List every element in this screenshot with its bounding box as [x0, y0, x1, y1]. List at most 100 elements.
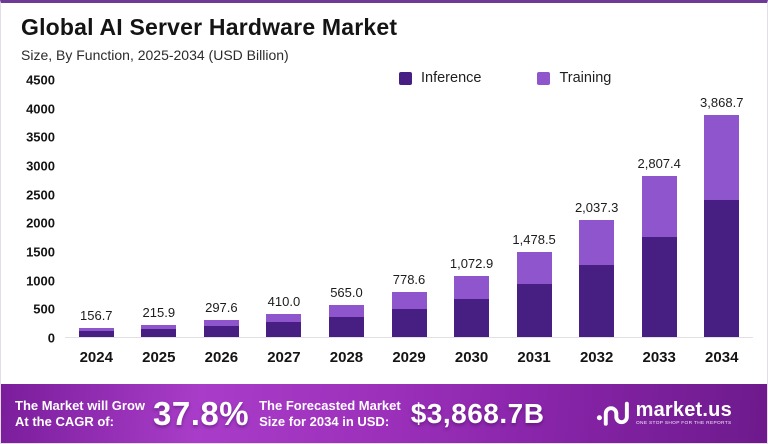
bar-segment-inference	[391, 309, 427, 337]
y-axis-tick: 4500	[26, 72, 55, 88]
cagr-label-line1: The Market will Grow	[15, 397, 146, 413]
y-axis-tick: 0	[47, 330, 55, 346]
bar-segment-inference	[78, 331, 114, 337]
bar-segment-training	[328, 304, 364, 317]
bar-segment-inference	[203, 326, 239, 337]
y-axis-tick: 3500	[26, 129, 55, 145]
bar-value-label: 1,478.5	[512, 232, 556, 248]
bar-stack	[579, 220, 615, 337]
logo-text-block: market.us ONE STOP SHOP FOR THE REPORTS	[636, 400, 755, 428]
bar-column: 215.9 2025	[128, 80, 191, 366]
page-subtitle: Size, By Function, 2025-2034 (USD Billio…	[21, 47, 289, 63]
inference-swatch-icon	[399, 71, 412, 85]
bar-value-label: 1,072.9	[449, 255, 494, 271]
bar-stack	[516, 252, 552, 337]
legend-label-inference: Inference	[421, 70, 482, 86]
y-axis-tick: 2500	[26, 187, 55, 203]
bar-segment-training	[704, 115, 740, 200]
bar-segment-inference	[704, 199, 740, 337]
plot-area: 156.7 2024 215.9 2025 297.6 2026 410.0 2027 565.…	[65, 80, 753, 366]
legend-item-training: Training	[537, 70, 611, 86]
bar-stack	[203, 319, 239, 337]
bar-segment-inference	[516, 284, 552, 337]
bar-value-label: 215.9	[142, 304, 176, 320]
bar-segment-training	[266, 313, 302, 323]
cagr-label-line2: At the CAGR of:	[15, 413, 114, 429]
chart-legend: Inference Training	[399, 70, 611, 86]
bar-value-label: 2,807.4	[637, 156, 681, 172]
y-axis-tick: 500	[33, 301, 55, 317]
x-axis-label: 2025	[142, 349, 176, 366]
bar-segment-training	[78, 328, 114, 332]
bar-value-label: 410.0	[267, 293, 301, 309]
y-axis-tick: 3000	[26, 158, 55, 174]
bar-stack	[391, 292, 427, 337]
forecast-label-line1: The Forecasted Market	[259, 397, 401, 413]
cagr-label: The Market will Grow At the CAGR of:	[15, 398, 145, 430]
logo-tagline: ONE STOP SHOP FOR THE REPORTS	[635, 420, 732, 426]
bar-stack	[328, 304, 364, 337]
bar-stack	[266, 313, 302, 337]
legend-label-training: Training	[559, 70, 612, 86]
bar-segment-training	[454, 275, 490, 299]
bar-column: 1,478.5 2031	[503, 80, 566, 366]
x-axis-label: 2033	[642, 349, 676, 366]
x-axis-label: 2034	[705, 349, 739, 366]
bar-column: 2,807.4 2033	[628, 80, 691, 366]
bar-chart: Inference Training 0 500 1000 1500 2000 2500 3…	[7, 66, 757, 378]
forecast-label: The Forecasted Market Size for 2034 in U…	[259, 398, 401, 430]
bar-segment-inference	[266, 322, 302, 337]
bar-value-label: 297.6	[205, 299, 238, 315]
bar-segment-training	[203, 319, 239, 327]
bar-stack	[641, 176, 677, 337]
forecast-value: $3,868.7B	[410, 397, 545, 429]
marketus-logo: market.us ONE STOP SHOP FOR THE REPORTS	[596, 399, 757, 428]
bar-segment-training	[641, 176, 677, 238]
bar-segment-inference	[328, 316, 364, 337]
x-axis-label: 2028	[329, 349, 364, 366]
bar-segment-inference	[641, 237, 677, 337]
bar-segment-training	[516, 252, 552, 285]
bar-segment-inference	[454, 298, 490, 337]
bar-value-label: 778.6	[392, 272, 426, 288]
forecast-label-line2: Size for 2034 in USD:	[259, 413, 390, 429]
x-axis-label: 2032	[579, 349, 614, 366]
bar-segment-training	[141, 324, 177, 330]
bar-column: 2,037.3 2032	[565, 80, 628, 366]
bar-value-label: 156.7	[80, 308, 113, 324]
bar-column: 410.0 2027	[253, 80, 316, 366]
bar-value-label: 3,868.7	[700, 95, 744, 111]
x-axis-label: 2024	[79, 349, 113, 366]
bar-column: 565.0 2028	[315, 80, 378, 366]
bar-column: 1,072.9 2030	[440, 80, 503, 366]
legend-item-inference: Inference	[399, 70, 481, 86]
y-axis-tick: 4000	[26, 101, 55, 117]
bar-column: 778.6 2029	[378, 80, 441, 366]
x-axis-label: 2029	[392, 349, 426, 366]
marketus-logo-icon	[596, 401, 629, 426]
bar-column: 297.6 2026	[190, 80, 253, 366]
bar-stack	[78, 328, 114, 337]
y-axis-tick: 2000	[26, 215, 55, 231]
x-axis-label: 2030	[454, 349, 489, 366]
bar-segment-training	[391, 292, 427, 310]
bar-column: 156.7 2024	[65, 80, 128, 366]
y-axis-tick: 1500	[26, 244, 55, 260]
bar-value-label: 2,037.3	[574, 200, 619, 216]
bar-value-label: 565.0	[330, 284, 363, 300]
bar-stack	[454, 275, 490, 337]
y-axis-tick: 1000	[26, 273, 55, 289]
bar-stack	[141, 324, 177, 337]
cagr-value: 37.8%	[153, 394, 250, 432]
bar-column: 3,868.7 2034	[690, 80, 753, 366]
x-axis-label: 2026	[204, 349, 239, 366]
bar-stack	[704, 115, 740, 337]
x-axis-label: 2031	[517, 349, 551, 366]
bar-segment-inference	[141, 329, 177, 337]
bottom-banner: The Market will Grow At the CAGR of: 37.…	[1, 384, 767, 443]
training-swatch-icon	[537, 71, 551, 85]
bar-segment-inference	[579, 264, 615, 337]
bar-segment-training	[579, 220, 615, 265]
x-axis-label: 2027	[267, 349, 301, 366]
